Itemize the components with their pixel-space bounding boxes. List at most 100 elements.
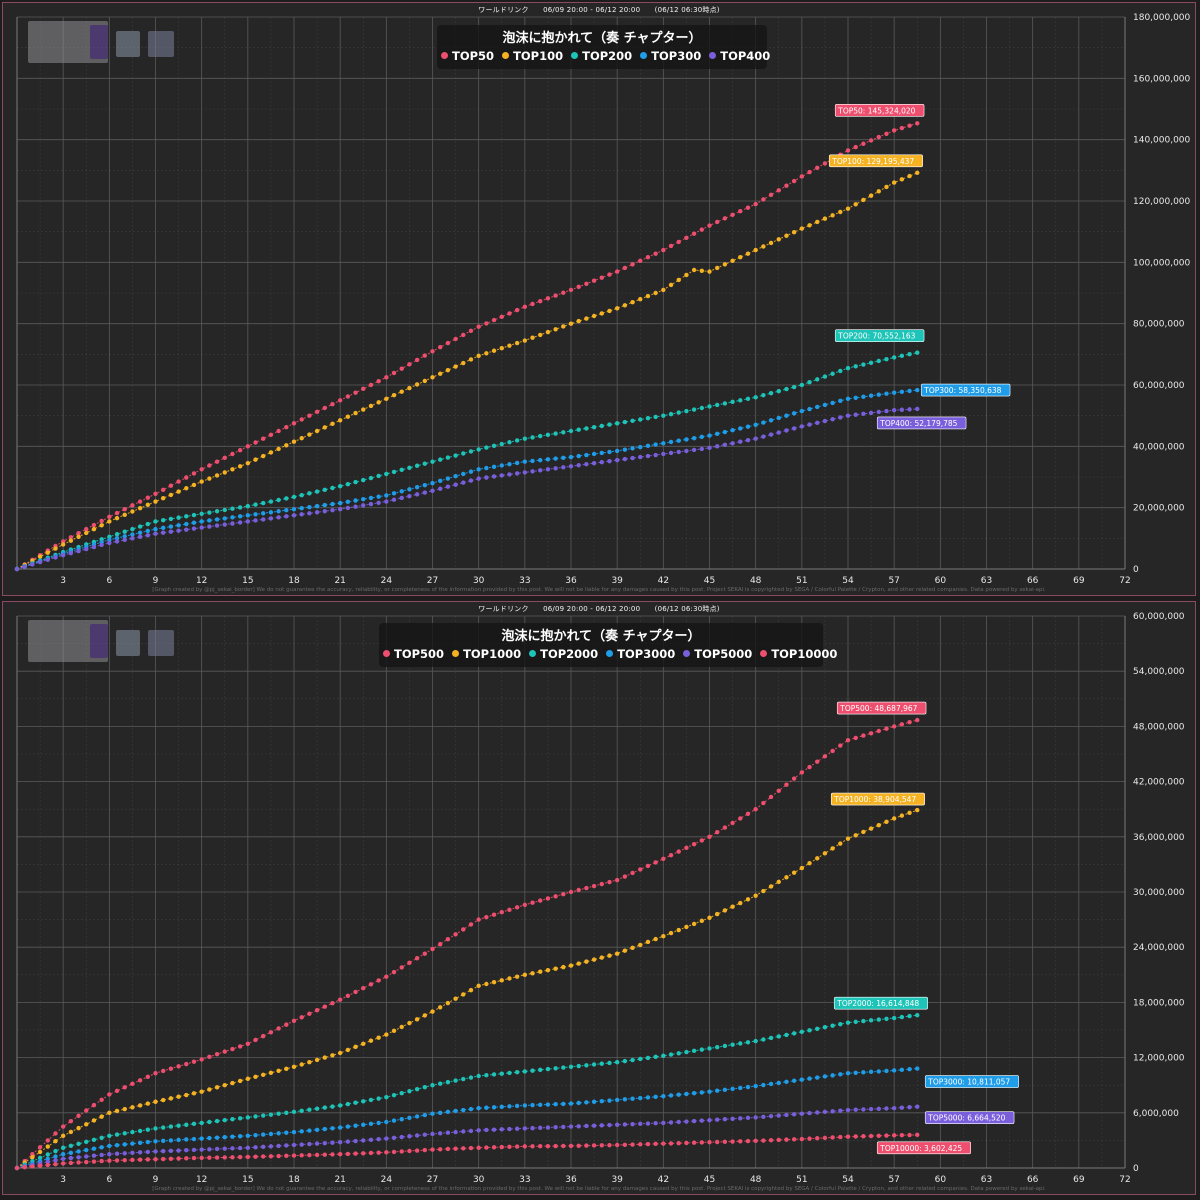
data-point	[276, 497, 281, 503]
data-point	[207, 476, 212, 481]
data-point	[638, 417, 643, 422]
data-point	[153, 531, 158, 536]
data-point	[745, 1138, 751, 1144]
legend-label: TOP50	[452, 49, 495, 63]
data-point	[437, 1081, 443, 1086]
data-point	[168, 529, 174, 534]
data-point	[861, 1107, 866, 1112]
data-point	[237, 1145, 243, 1151]
y-tick-label: 24,000,000	[1133, 943, 1185, 953]
data-point	[114, 1132, 120, 1137]
data-point	[884, 356, 889, 362]
y-tick-label: 40,000,000	[1133, 442, 1185, 452]
data-point	[322, 405, 327, 411]
data-point	[907, 352, 912, 357]
data-point	[91, 1153, 97, 1158]
data-point	[184, 475, 189, 480]
data-point	[830, 400, 835, 406]
data-point	[222, 1155, 227, 1160]
data-point	[553, 966, 558, 971]
data-point	[745, 1084, 751, 1090]
data-point	[915, 1012, 920, 1018]
data-point	[807, 860, 812, 866]
data-point	[337, 1050, 343, 1056]
data-point	[330, 421, 335, 427]
series-end-label-box	[828, 154, 923, 168]
data-point	[676, 438, 681, 443]
data-point	[230, 506, 235, 511]
data-point	[699, 1118, 705, 1123]
data-point	[322, 502, 327, 508]
data-point	[453, 1146, 458, 1151]
data-point	[815, 759, 820, 764]
data-point	[399, 489, 404, 494]
data-point	[122, 534, 127, 539]
data-point	[99, 1135, 104, 1140]
data-point	[599, 1061, 604, 1066]
data-point	[722, 216, 728, 221]
series-end-label-box	[834, 329, 925, 342]
data-point	[122, 1157, 127, 1163]
data-point	[284, 514, 289, 519]
data-point	[430, 375, 435, 380]
data-point	[253, 457, 258, 462]
x-tick-label: 63	[981, 576, 992, 586]
data-point	[191, 1136, 197, 1142]
data-point	[76, 1160, 81, 1165]
legend-marker	[640, 52, 648, 59]
data-point	[553, 456, 558, 461]
data-point	[599, 459, 604, 465]
data-point	[584, 1123, 589, 1129]
data-point	[461, 332, 466, 338]
data-point	[353, 1100, 358, 1105]
x-tick-label: 3	[60, 1175, 66, 1185]
data-point	[407, 465, 412, 470]
x-tick-label: 3	[60, 576, 66, 586]
data-point	[145, 533, 151, 538]
series-line	[16, 352, 918, 570]
x-tick-label: 9	[153, 1175, 159, 1185]
data-point	[891, 407, 897, 413]
data-point	[861, 141, 866, 146]
header-date-range: 06/09 20:00 - 06/12 20:00	[543, 6, 641, 14]
data-point	[353, 1138, 358, 1144]
data-point	[499, 910, 504, 915]
data-point	[307, 1141, 312, 1147]
data-point	[422, 1084, 428, 1090]
data-point	[538, 1144, 543, 1149]
data-point	[114, 532, 120, 537]
data-point	[668, 1120, 674, 1125]
data-point	[368, 382, 374, 388]
data-point	[661, 1141, 666, 1146]
data-point	[268, 516, 274, 521]
data-point	[514, 1144, 520, 1149]
series-end-label-box	[834, 104, 925, 117]
data-point	[684, 845, 689, 851]
legend-label: TOP200	[582, 49, 633, 63]
data-point	[122, 1085, 127, 1090]
data-point	[676, 1140, 681, 1146]
data-point	[476, 983, 481, 989]
data-point	[222, 1146, 227, 1151]
data-point	[391, 1028, 397, 1033]
series-top3000	[14, 1066, 920, 1171]
data-point	[391, 1118, 397, 1123]
data-point	[776, 879, 781, 885]
data-point	[530, 900, 535, 905]
data-point	[384, 1119, 389, 1125]
data-point	[668, 853, 674, 858]
data-point	[884, 726, 889, 731]
data-point	[114, 1108, 120, 1114]
data-point	[60, 542, 66, 547]
legend-title: 泡沫に抱かれて（奏 チャプター）	[502, 31, 702, 46]
data-point	[484, 321, 489, 326]
data-point	[107, 1158, 112, 1163]
data-point	[638, 444, 643, 450]
data-point	[791, 384, 797, 390]
data-point	[176, 1156, 181, 1161]
data-point	[522, 459, 528, 464]
data-point	[422, 461, 428, 466]
data-point	[345, 481, 351, 487]
data-point	[507, 472, 512, 477]
data-point	[284, 496, 289, 501]
